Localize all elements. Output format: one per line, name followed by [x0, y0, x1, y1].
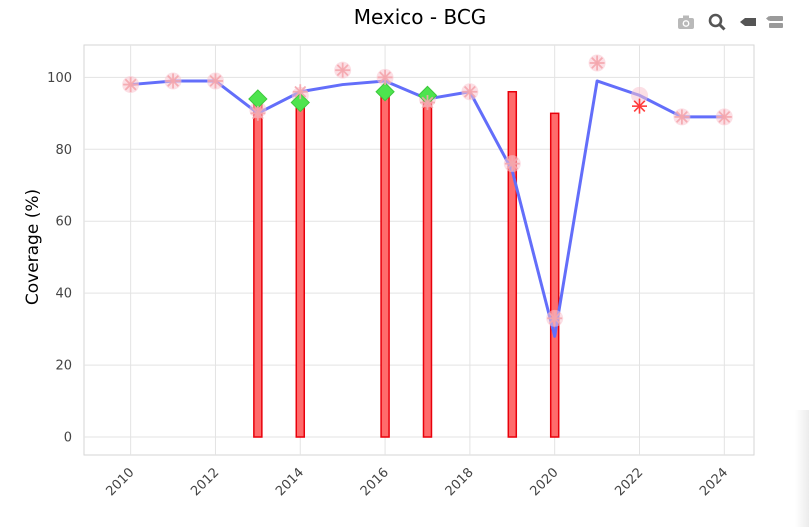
coverage-bar — [549, 112, 560, 438]
pan-icon[interactable] — [738, 12, 758, 32]
asterisk-marker — [419, 95, 435, 111]
coverage-bar — [295, 101, 306, 438]
y-tick-label: 100 — [47, 71, 72, 86]
coverage-bar — [380, 91, 390, 438]
y-tick-label: 0 — [64, 431, 72, 446]
asterisk-marker — [292, 84, 308, 100]
x-tick-label: 2020 — [528, 465, 562, 499]
y-tick-label: 60 — [55, 215, 72, 230]
y-tick-label: 40 — [55, 287, 72, 302]
camera-icon[interactable] — [676, 12, 696, 32]
asterisk-marker — [589, 55, 605, 71]
asterisk-marker — [250, 105, 266, 121]
y-tick-label: 20 — [55, 359, 72, 374]
coverage-bar — [422, 94, 433, 438]
x-tick-label: 2014 — [273, 465, 307, 499]
x-tick-label: 2010 — [103, 465, 137, 499]
asterisk-marker — [377, 69, 393, 85]
asterisk-marker — [123, 77, 139, 93]
x-tick-label: 2024 — [697, 465, 731, 499]
zoom-icon[interactable] — [707, 12, 727, 32]
asterisk-marker — [462, 84, 478, 100]
asterisk-marker — [716, 109, 732, 125]
x-tick-label: 2018 — [443, 465, 477, 499]
chart-title: Mexico - BCG — [354, 5, 487, 29]
asterisk-marker — [165, 73, 181, 89]
coverage-bar — [253, 101, 263, 438]
x-tick-label: 2022 — [612, 465, 646, 499]
markers — [122, 54, 733, 327]
diamond-marker — [375, 82, 395, 102]
y-axis-label: Coverage (%) — [23, 189, 43, 305]
asterisk-marker — [674, 109, 690, 125]
diamond-marker — [290, 92, 310, 113]
halo-marker — [631, 86, 649, 104]
compare-icon[interactable] — [765, 12, 785, 32]
asterisk-marker — [504, 156, 520, 172]
coverage-bars — [253, 91, 560, 438]
y-tick-label: 80 — [55, 143, 72, 158]
plot-area — [83, 44, 755, 456]
modebar — [676, 12, 788, 34]
asterisk-marker — [632, 98, 648, 114]
coverage-bar — [507, 91, 518, 438]
edge-shadow — [795, 410, 809, 527]
asterisk-marker — [335, 62, 351, 78]
x-tick-label: 2016 — [358, 465, 392, 499]
x-tick-label: 2012 — [188, 465, 222, 499]
asterisk-marker — [547, 310, 563, 326]
asterisk-marker — [207, 73, 223, 89]
